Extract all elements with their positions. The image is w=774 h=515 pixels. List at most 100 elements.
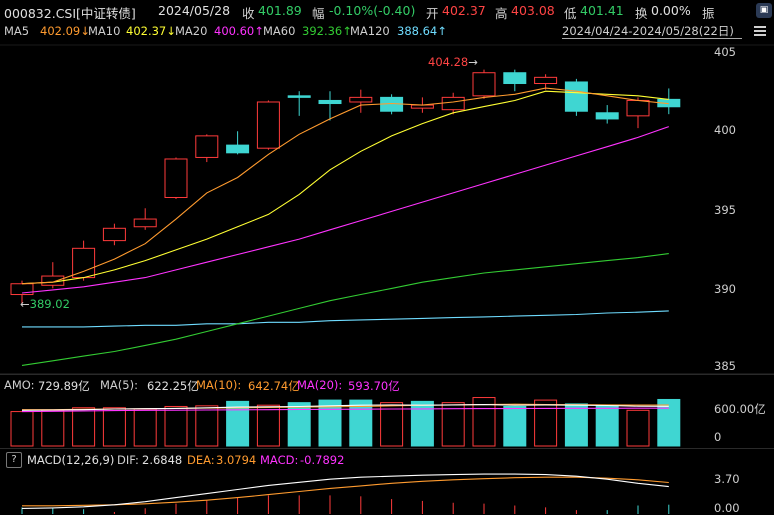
volume-tick-600: 600.00亿	[714, 402, 766, 416]
volume-ma-lines	[21, 403, 669, 413]
macd-title[interactable]: MACD(12,26,9)	[27, 453, 115, 467]
change-value: -0.10%(-0.40)	[329, 3, 416, 18]
volume-bar-up	[164, 405, 188, 447]
app-logo-icon[interactable]: ▣	[756, 3, 772, 18]
volume-bars	[10, 397, 681, 447]
ma10-value: 402.37↓	[126, 24, 176, 38]
change-label: 幅	[312, 6, 325, 21]
open-label: 开	[426, 6, 439, 21]
candle-up	[626, 99, 650, 117]
volume-bar-up	[72, 407, 96, 447]
ma120-value: 388.64↑	[397, 24, 447, 38]
candle-down	[595, 112, 619, 120]
turnover-value: 0.00%	[651, 3, 691, 18]
volume-bar-down	[410, 400, 434, 447]
high-value: 403.08	[511, 3, 555, 18]
low-label: 低	[564, 6, 577, 21]
candle-down	[503, 72, 527, 85]
quote-header: 000832.CSI[中证转债] 2024/05/28 收 401.89 幅 -…	[0, 0, 774, 22]
min-price-value: 389.02	[29, 297, 70, 311]
price-tick-395: 395	[714, 203, 736, 217]
candle-down	[226, 144, 250, 154]
volume-bar-up	[256, 404, 280, 447]
ma20-line	[21, 126, 669, 294]
vol-ma10-value: 642.74亿	[248, 379, 300, 393]
volume-bar-up	[195, 405, 219, 447]
volume-bar-down	[657, 398, 681, 447]
vol-ma20-label: MA(20):	[297, 378, 343, 392]
help-button[interactable]: ?	[6, 452, 22, 468]
volume-bar-up	[626, 409, 650, 447]
vol-ma10-label: MA(10):	[196, 378, 242, 392]
dif-line	[21, 473, 669, 509]
security-code[interactable]: 000832.CSI[中证转债]	[4, 6, 136, 21]
macd-tick-0: 0.00	[714, 501, 740, 515]
date-range-selector[interactable]: 2024/04/24-2024/05/28(22日)	[562, 23, 742, 39]
volume-bar-up	[10, 411, 34, 447]
ma60-line	[21, 253, 669, 366]
menu-icon[interactable]	[752, 24, 768, 38]
macd-value-label: MACD:	[260, 453, 299, 467]
dif-label: DIF:	[117, 453, 139, 467]
low-value: 401.41	[580, 3, 624, 18]
vol-ma5-value: 622.25亿	[147, 379, 199, 393]
macd-legend: MACD(12,26,9) DIF: 2.6848 DEA: 3.0794 MA…	[0, 452, 774, 468]
price-tick-385: 385	[714, 359, 736, 373]
volume-bar-down	[318, 399, 342, 447]
volume-bar-up	[534, 399, 558, 447]
price-tick-400: 400	[714, 123, 736, 137]
amplitude-label: 振	[702, 6, 715, 21]
dea-label: DEA:	[187, 453, 215, 467]
macd-series	[21, 473, 670, 514]
ma10-line	[21, 90, 669, 285]
candle-up	[534, 76, 558, 85]
volume-bar-down	[503, 405, 527, 447]
candle-up	[256, 101, 280, 149]
candle-up	[195, 135, 219, 158]
grid-lines	[0, 44, 774, 375]
volume-bar-up	[102, 407, 126, 447]
price-tick-405: 405	[714, 45, 736, 59]
open-value: 402.37	[442, 3, 486, 18]
close-label: 收	[242, 6, 255, 21]
ma120-line	[22, 310, 669, 328]
ma20-label: MA20	[175, 24, 208, 38]
volume-bar-down	[226, 400, 250, 447]
volume-bar-down	[595, 404, 619, 447]
ma10-label: MA10	[88, 24, 121, 38]
macd-value: -0.7892	[300, 453, 345, 467]
turnover-label: 换	[635, 6, 648, 21]
ma5-value: 402.09↓	[40, 24, 90, 38]
macd-tick-3-70: 3.70	[714, 472, 740, 486]
candle-up	[349, 96, 373, 103]
min-price-annotation: ←389.02	[20, 297, 70, 311]
ma20-value: 400.60↑	[214, 24, 264, 38]
candle-down	[564, 81, 588, 112]
volume-bar-down	[564, 403, 588, 447]
price-tick-390: 390	[714, 282, 736, 296]
dif-value: 2.6848	[142, 453, 183, 467]
volume-legend: AMO: 729.89亿 MA(5): 622.25亿 MA(10): 642.…	[0, 377, 774, 393]
candle-up	[102, 227, 126, 242]
divider	[0, 448, 774, 449]
ma5-label: MA5	[4, 24, 30, 38]
ma120-label: MA120	[350, 24, 390, 38]
ma60-value: 392.36↑	[302, 24, 352, 38]
date-range-label: 2024/04/24-2024/05/28(22日)	[562, 24, 734, 38]
volume-bar-up	[441, 402, 465, 447]
amo-label: AMO:	[4, 378, 35, 392]
quote-date: 2024/05/28	[158, 3, 231, 18]
candle-up	[164, 158, 188, 198]
candle-up	[472, 72, 496, 97]
volume-bar-down	[287, 402, 311, 447]
divider	[0, 374, 774, 375]
dea-value: 3.0794	[216, 453, 257, 467]
candlestick-series	[10, 69, 681, 306]
volume-ma5-line	[21, 404, 669, 411]
volume-bar-up	[41, 409, 65, 447]
candle-down	[287, 95, 311, 98]
volume-bar-down	[349, 399, 373, 447]
candle-up	[441, 96, 465, 111]
candle-up	[133, 218, 157, 228]
